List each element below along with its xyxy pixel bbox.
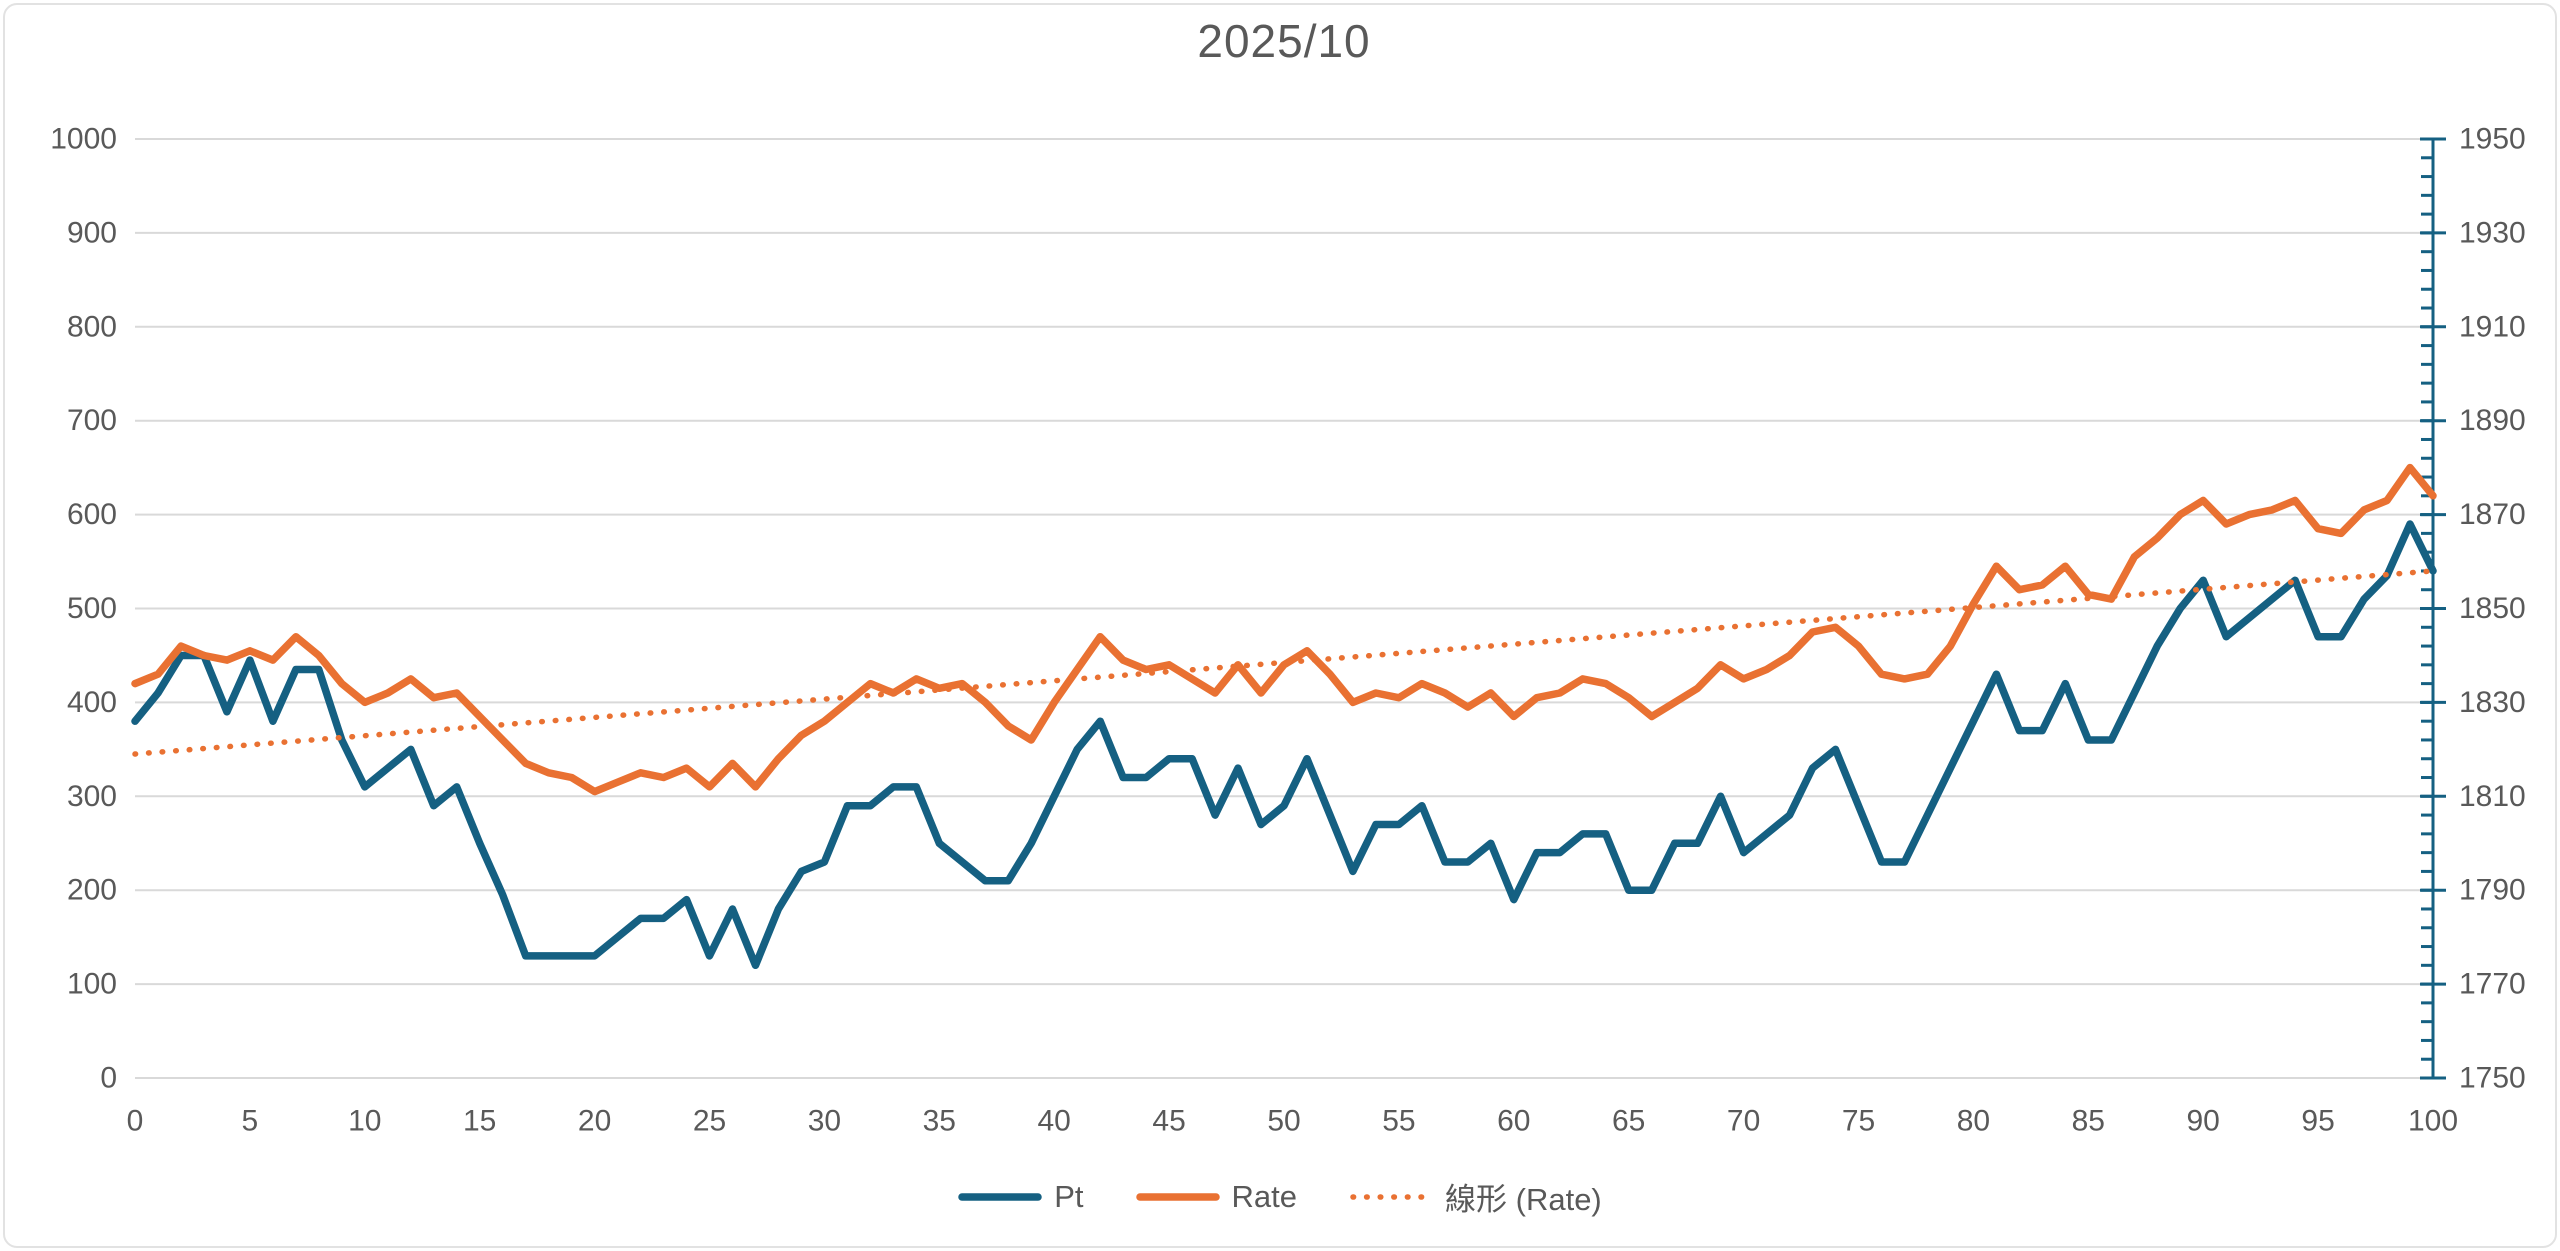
y-left-tick-label: 0 (100, 1062, 117, 1095)
series-line-pt[interactable] (131, 520, 2437, 970)
legend-item-rate[interactable]: Rate (1135, 1178, 1298, 1215)
y-left-tick-label: 400 (67, 686, 117, 719)
x-tick-label: 90 (2187, 1105, 2220, 1138)
y-left-tick-label: 600 (67, 498, 117, 531)
y-left-tick-label: 800 (67, 310, 117, 343)
x-tick-label: 95 (2301, 1105, 2334, 1138)
y-left-tick-label: 500 (67, 592, 117, 625)
legend-label-trend-rate: 線形 (Rate) (1445, 1182, 1602, 1217)
x-tick-label: 35 (923, 1105, 956, 1138)
y-right-tick-label: 1930 (2459, 216, 2526, 249)
x-tick-label: 65 (1612, 1105, 1645, 1138)
x-tick-label: 10 (348, 1105, 381, 1138)
legend-swatch-rate (1135, 1192, 1220, 1201)
legend-item-trend-rate[interactable]: 線形 (Rate) (1349, 1174, 1602, 1219)
y-left-tick-label: 100 (67, 968, 117, 1001)
y-right-tick-label: 1910 (2459, 310, 2526, 343)
chart-title[interactable]: 2025/10 (1197, 15, 1371, 67)
x-tick-label: 5 (242, 1105, 259, 1138)
x-tick-label: 70 (1727, 1105, 1760, 1138)
y-left-tick-label: 1000 (50, 123, 117, 156)
x-tick-label: 75 (1842, 1105, 1875, 1138)
legend-swatch-pt (958, 1192, 1042, 1201)
legend-label-pt: Pt (1054, 1178, 1084, 1214)
y-left-tick-label: 200 (67, 874, 117, 907)
series-line-rate[interactable] (131, 463, 2437, 796)
y-right-tick-label: 1790 (2459, 874, 2526, 907)
y-left-tick-label: 900 (67, 216, 117, 249)
x-tick-label: 25 (693, 1105, 726, 1138)
x-tick-label: 85 (2072, 1105, 2105, 1138)
x-tick-label: 60 (1497, 1105, 1530, 1138)
legend: Pt Rate 線形 (Rate) (0, 1174, 2560, 1219)
y-right-tick-label: 1890 (2459, 404, 2526, 437)
y-right-tick-label: 1870 (2459, 498, 2526, 531)
x-tick-label: 80 (1957, 1105, 1990, 1138)
y-right-tick-label: 1750 (2459, 1062, 2526, 1095)
x-tick-label: 20 (578, 1105, 611, 1138)
x-tick-label: 0 (127, 1105, 144, 1138)
legend-label-rate: Rate (1231, 1178, 1298, 1214)
y-right-tick-label: 1850 (2459, 592, 2526, 625)
y-right-tick-label: 1830 (2459, 686, 2526, 719)
x-tick-label: 30 (808, 1105, 841, 1138)
y-right-tick-label: 1950 (2459, 123, 2526, 156)
legend-item-pt[interactable]: Pt (958, 1178, 1084, 1215)
x-tick-label: 15 (463, 1105, 496, 1138)
x-tick-label: 45 (1152, 1105, 1185, 1138)
x-tick-label: 40 (1038, 1105, 1071, 1138)
y-right-tick-label: 1810 (2459, 780, 2526, 813)
y-left-tick-label: 300 (67, 780, 117, 813)
x-tick-label: 50 (1267, 1105, 1300, 1138)
x-tick-label: 100 (2408, 1105, 2458, 1138)
y-left-tick-label: 700 (67, 404, 117, 437)
x-tick-label: 55 (1382, 1105, 1415, 1138)
y-right-tick-label: 1770 (2459, 968, 2526, 1001)
legend-swatch-trend-rate (1350, 1193, 1432, 1200)
